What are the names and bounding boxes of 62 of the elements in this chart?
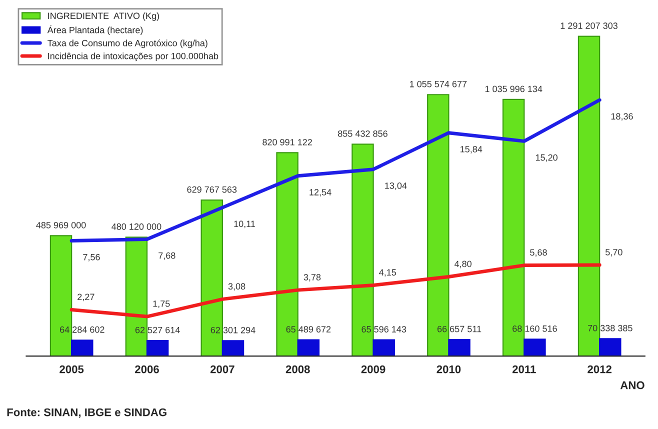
data-label: 3,78 bbox=[304, 274, 321, 282]
data-label: 1 055 574 677 bbox=[410, 80, 467, 88]
x-tick-label: 2012 bbox=[588, 365, 612, 374]
data-label: 15,84 bbox=[460, 146, 482, 154]
data-label: 3,08 bbox=[228, 283, 246, 291]
data-label: 820 991 122 bbox=[262, 139, 312, 146]
x-axis-title: ANO bbox=[620, 381, 644, 390]
data-label: 855 432 856 bbox=[338, 130, 388, 137]
data-label: 5,70 bbox=[606, 249, 622, 256]
data-label: 7,56 bbox=[83, 254, 100, 262]
data-label: 13,04 bbox=[385, 182, 407, 190]
data-label: 2,27 bbox=[78, 294, 94, 302]
data-label: 4,15 bbox=[379, 269, 396, 277]
x-tick-label: 2006 bbox=[135, 365, 159, 374]
bar bbox=[297, 339, 320, 356]
x-tick-label: 2008 bbox=[286, 365, 310, 374]
data-label: 18,36 bbox=[611, 113, 633, 121]
data-label: 629 767 563 bbox=[187, 186, 237, 193]
bar bbox=[276, 152, 298, 356]
x-tick-label: 2009 bbox=[361, 365, 386, 374]
bar bbox=[71, 340, 94, 356]
data-label: 65 596 143 bbox=[362, 326, 406, 332]
legend-label: Área Plantada (hectare) bbox=[47, 25, 143, 36]
legend-label: INGREDIENTE ATIVO (Kg) bbox=[48, 12, 159, 21]
x-tick-label: 2010 bbox=[436, 365, 461, 374]
bar bbox=[200, 200, 223, 356]
data-label: 1 035 996 134 bbox=[485, 86, 542, 92]
data-label: 64 284 602 bbox=[60, 326, 104, 333]
bar bbox=[372, 339, 395, 356]
data-label: 62 527 614 bbox=[135, 326, 180, 334]
source-note: Fonte: SINAN, IBGE e SINDAG bbox=[7, 408, 166, 418]
bar bbox=[524, 338, 546, 356]
data-label: 485 969 000 bbox=[36, 222, 86, 228]
data-label: 12,54 bbox=[310, 189, 332, 196]
data-label: 62 301 294 bbox=[210, 326, 256, 334]
data-label: 7,68 bbox=[158, 252, 176, 260]
data-label: 10,11 bbox=[234, 220, 256, 228]
data-label: 5,68 bbox=[530, 249, 547, 257]
data-label: 70 338 385 bbox=[588, 324, 632, 332]
bar bbox=[222, 340, 244, 356]
data-label: 68 160 516 bbox=[512, 325, 557, 332]
x-tick-label: 2007 bbox=[210, 365, 234, 374]
data-label: 1 291 207 303 bbox=[560, 22, 618, 29]
x-tick-label: 2011 bbox=[512, 365, 536, 374]
legend-label: Taxa de Consumo de Agrotóxico (kg/ha) bbox=[48, 40, 208, 48]
legend-label: Incidência de intoxicações por 100.000hab bbox=[48, 52, 218, 62]
data-label: 65 489 672 bbox=[286, 326, 331, 333]
bar bbox=[502, 98, 525, 356]
bar bbox=[448, 339, 470, 356]
x-tick-label: 2005 bbox=[60, 365, 84, 374]
bar bbox=[599, 338, 622, 356]
bar bbox=[50, 235, 72, 356]
bar bbox=[578, 36, 600, 356]
bar bbox=[146, 340, 169, 356]
data-label: 4,80 bbox=[454, 260, 472, 268]
bar bbox=[427, 94, 450, 356]
bar bbox=[352, 144, 374, 356]
data-label: 1,75 bbox=[153, 300, 170, 308]
data-label: 15,20 bbox=[536, 154, 558, 162]
data-label: 480 120 000 bbox=[112, 223, 162, 230]
bar bbox=[125, 236, 148, 356]
data-label: 66 657 511 bbox=[437, 326, 482, 332]
